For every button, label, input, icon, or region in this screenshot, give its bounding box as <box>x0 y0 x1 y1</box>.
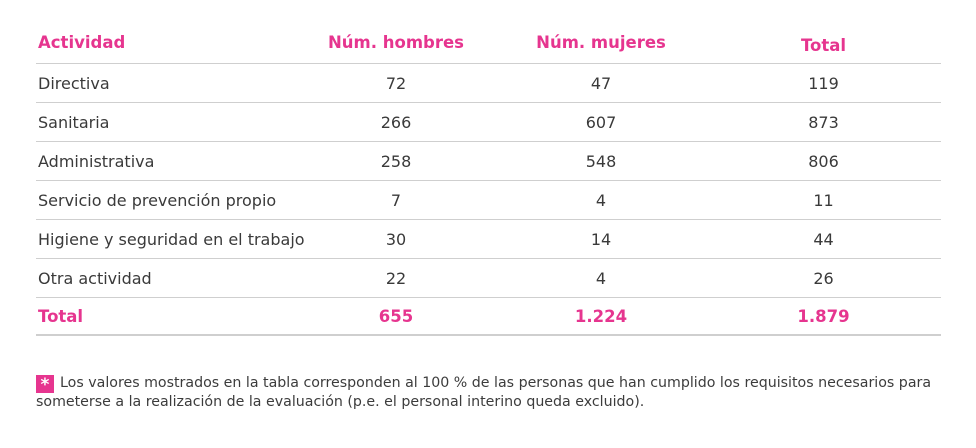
cell-total: 11 <box>813 190 834 210</box>
total-hombres: 655 <box>378 306 414 326</box>
cell-actividad: Servicio de prevención propio <box>38 190 277 210</box>
asterisk-icon: * <box>36 375 54 395</box>
table-row: Sanitaria 266 607 873 <box>36 103 941 142</box>
cell-total: 119 <box>808 73 839 93</box>
header-actividad: Actividad <box>38 33 126 52</box>
cell-actividad: Sanitaria <box>38 112 110 132</box>
data-table: Actividad Núm. hombres Núm. mujeres Tota… <box>36 22 941 336</box>
cell-mujeres: 47 <box>590 73 612 93</box>
cell-mujeres: 607 <box>585 112 617 132</box>
footnote-text: Los valores mostrados en la tabla corres… <box>36 375 932 410</box>
table-total-row: Total 655 1.224 1.879 <box>36 298 941 336</box>
cell-actividad: Higiene y seguridad en el trabajo <box>38 229 305 249</box>
table-row: Higiene y seguridad en el trabajo 30 14 … <box>36 220 941 259</box>
header-mujeres: Núm. mujeres <box>536 33 666 52</box>
total-total: 1.879 <box>797 306 850 326</box>
header-hombres: Núm. hombres <box>328 33 464 52</box>
table-row: Directiva 72 47 119 <box>36 64 941 103</box>
table-header: Actividad Núm. hombres Núm. mujeres Tota… <box>36 22 941 64</box>
table-row: Administrativa 258 548 806 <box>36 142 941 181</box>
cell-total: 44 <box>813 229 834 249</box>
table-row: Servicio de prevención propio 7 4 11 <box>36 181 941 220</box>
cell-hombres: 30 <box>385 229 407 249</box>
header-total: Total <box>800 36 847 55</box>
cell-actividad: Otra actividad <box>38 268 152 288</box>
total-mujeres: 1.224 <box>574 306 628 326</box>
cell-hombres: 72 <box>385 73 407 93</box>
cell-hombres: 7 <box>390 190 402 210</box>
footnote: * Los valores mostrados en la tabla corre… <box>36 374 946 412</box>
total-label: Total <box>38 306 84 326</box>
table-row: Otra actividad 22 4 26 <box>36 259 941 298</box>
cell-hombres: 266 <box>380 112 412 132</box>
cell-total: 26 <box>813 268 834 288</box>
cell-actividad: Administrativa <box>38 151 155 171</box>
cell-total: 873 <box>808 112 839 132</box>
cell-mujeres: 14 <box>590 229 612 249</box>
cell-actividad: Directiva <box>38 73 110 93</box>
cell-total: 806 <box>808 151 839 171</box>
cell-mujeres: 4 <box>595 190 607 210</box>
cell-mujeres: 548 <box>585 151 617 171</box>
cell-hombres: 258 <box>380 151 412 171</box>
cell-mujeres: 4 <box>595 268 607 288</box>
cell-hombres: 22 <box>385 268 407 288</box>
